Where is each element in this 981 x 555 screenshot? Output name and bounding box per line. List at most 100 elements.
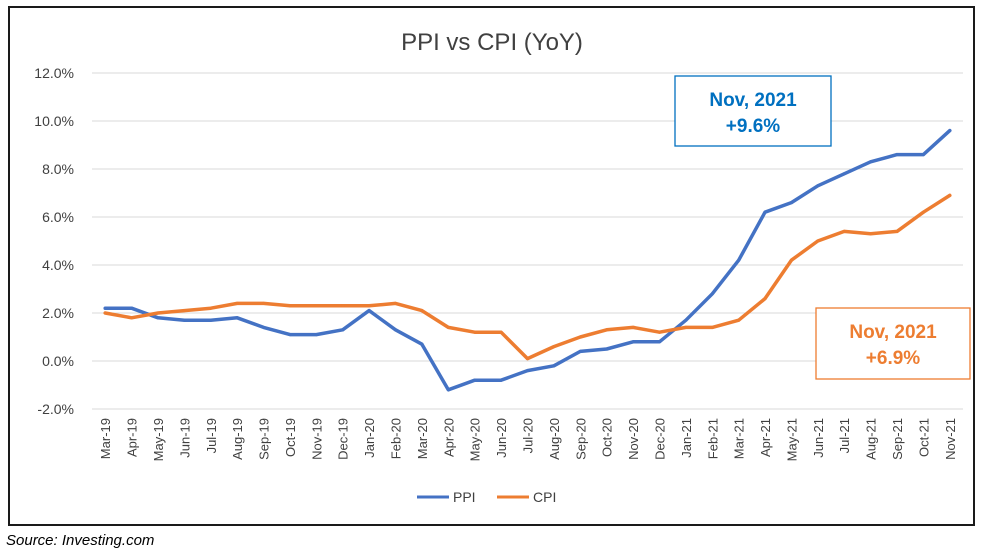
cpi-point (816, 239, 820, 243)
cpi-point (869, 232, 873, 236)
x-tick-label: Apr-20 (441, 418, 456, 457)
ppi-point (209, 318, 213, 322)
cpi-point (235, 301, 239, 305)
cpi-point (578, 335, 582, 339)
legend-cpi-label: CPI (533, 489, 556, 505)
y-tick-label: 8.0% (42, 161, 74, 177)
x-tick-label: Jan-20 (362, 418, 377, 458)
ppi-point (235, 316, 239, 320)
ppi-point (657, 340, 661, 344)
cpi-point (499, 330, 503, 334)
ppi-point (710, 292, 714, 296)
x-tick-label: Oct-19 (283, 418, 298, 457)
cpi-point (552, 345, 556, 349)
x-tick-label: Oct-20 (600, 418, 615, 457)
ppi-annotation-date: Nov, 2021 (709, 90, 797, 111)
ppi-point (473, 378, 477, 382)
cpi-point (156, 311, 160, 315)
y-tick-label: 6.0% (42, 209, 74, 225)
line-chart: PPI vs CPI (YoY) 12.0% 10.0% 8.0% 6.0% 4.0% 2… (34, 29, 971, 505)
y-tick-label: -2.0% (37, 401, 74, 417)
chart-title: PPI vs CPI (YoY) (401, 29, 583, 56)
y-tick-label: 10.0% (34, 113, 74, 129)
cpi-point (288, 304, 292, 308)
cpi-point (182, 309, 186, 313)
ppi-point (578, 349, 582, 353)
cpi-point (737, 318, 741, 322)
ppi-annotation-value: +9.6% (726, 116, 781, 137)
x-tick-label: Jun-19 (177, 418, 192, 458)
ppi-point (921, 153, 925, 157)
source-note: Source: Investing.com (6, 532, 155, 549)
ppi-point (763, 210, 767, 214)
ppi-point (605, 347, 609, 351)
cpi-point (394, 301, 398, 305)
x-tick-label: Aug-19 (230, 418, 245, 460)
cpi-point (446, 325, 450, 329)
ppi-point (394, 328, 398, 332)
x-tick-label: May-20 (468, 418, 483, 461)
y-tick-label: 0.0% (42, 353, 74, 369)
x-tick-label: Jul-19 (204, 418, 219, 453)
cpi-point (103, 311, 107, 315)
x-tick-label: Dec-20 (652, 418, 667, 460)
ppi-point (895, 153, 899, 157)
ppi-point (288, 333, 292, 337)
x-tick-label: May-19 (151, 418, 166, 461)
x-tick-label: Oct-21 (916, 418, 931, 457)
x-tick-label: Apr-21 (758, 418, 773, 457)
y-axis-ticks: 12.0% 10.0% 8.0% 6.0% 4.0% 2.0% 0.0% -2.0% (34, 65, 74, 417)
ppi-annotation-box (674, 75, 832, 147)
ppi-point (420, 342, 424, 346)
cpi-point (948, 193, 952, 197)
x-tick-label: Mar-20 (415, 418, 430, 459)
cpi-point (684, 325, 688, 329)
cpi-annotation-value: +6.9% (866, 348, 921, 369)
cpi-point (262, 301, 266, 305)
cpi-point (763, 297, 767, 301)
cpi-point (473, 330, 477, 334)
ppi-annotation: Nov, 2021 +9.6% (674, 75, 832, 147)
x-tick-label: Feb-20 (389, 418, 404, 459)
x-tick-label: Sep-19 (257, 418, 272, 460)
ppi-point (499, 378, 503, 382)
ppi-point (367, 309, 371, 313)
x-tick-label: Sep-21 (890, 418, 905, 460)
cpi-point (657, 330, 661, 334)
cpi-point (341, 304, 345, 308)
ppi-point (526, 369, 529, 373)
cpi-point (895, 229, 899, 233)
x-tick-label: Mar-19 (98, 418, 113, 459)
series-lines (103, 128, 952, 392)
ppi-point (446, 388, 450, 392)
x-tick-label: Nov-20 (626, 418, 641, 460)
x-tick-label: Jun-21 (811, 418, 826, 458)
chart-frame: PPI vs CPI (YoY) 12.0% 10.0% 8.0% 6.0% 4.0% 2… (8, 6, 975, 526)
cpi-data-points (103, 193, 952, 361)
legend: PPI CPI (417, 489, 556, 505)
x-tick-label: Apr-19 (125, 418, 140, 457)
ppi-point (842, 172, 846, 176)
cpi-point (526, 357, 529, 361)
x-tick-label: Jul-20 (521, 418, 536, 453)
cpi-point (631, 325, 635, 329)
cpi-annotation: Nov, 2021 +6.9% (815, 307, 971, 380)
cpi-point (420, 309, 424, 313)
cpi-annotation-box (815, 307, 971, 380)
cpi-point (710, 325, 714, 329)
ppi-point (948, 129, 952, 133)
x-tick-label: Nov-21 (943, 418, 958, 460)
ppi-point (631, 340, 635, 344)
x-tick-label: May-21 (784, 418, 799, 461)
ppi-point (684, 318, 688, 322)
cpi-point (842, 229, 846, 233)
y-tick-label: 4.0% (42, 257, 74, 273)
x-tick-label: Mar-21 (732, 418, 747, 459)
ppi-point (869, 160, 873, 164)
x-tick-label: Dec-19 (336, 418, 351, 460)
cpi-point (209, 306, 213, 310)
cpi-point (605, 328, 609, 332)
gridlines (92, 72, 963, 410)
x-tick-label: Sep-20 (573, 418, 588, 460)
cpi-point (789, 258, 793, 262)
